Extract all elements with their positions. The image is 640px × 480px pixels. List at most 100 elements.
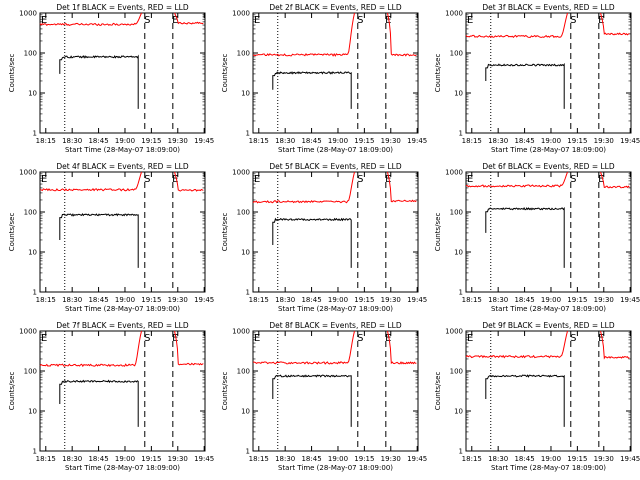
x-tick-label: 19:30: [381, 137, 401, 145]
lld-series-line-after: [600, 12, 630, 36]
events-series-line: [485, 374, 565, 427]
x-tick-label: 18:30: [488, 137, 508, 145]
marker-e: E: [41, 15, 47, 26]
y-tick-label: 100: [450, 209, 463, 217]
plot-frame: [39, 171, 206, 293]
y-tick-label: 100: [24, 209, 37, 217]
y-tick-label: 1: [246, 130, 250, 138]
marker-e: E: [598, 15, 604, 26]
marker-s: S: [144, 333, 150, 344]
panel-1: Det 1f BLACK = Events, RED = LLD 1 10 100 10…: [8, 3, 214, 154]
y-tick-label: 100: [24, 368, 37, 376]
panel-7: Det 7f BLACK = Events, RED = LLD 1 10 100 10…: [8, 321, 214, 472]
x-tick-label: 19:00: [541, 296, 561, 304]
x-tick-label: 18:45: [301, 455, 321, 463]
panel-5: Det 5f BLACK = Events, RED = LLD 1 10 100 10…: [221, 162, 427, 313]
x-tick-label: 18:30: [62, 296, 82, 304]
y-tick-label: 100: [237, 209, 250, 217]
panel-4: Det 4f BLACK = Events, RED = LLD 1 10 100 10…: [8, 162, 214, 313]
lld-series-line-after: [387, 12, 417, 57]
x-tick-label: 18:30: [62, 455, 82, 463]
x-tick-label: 19:30: [381, 296, 401, 304]
x-tick-label: 19:45: [620, 137, 640, 145]
x-axis-label: Start Time (28-May-07 18:09:00): [65, 464, 180, 472]
x-tick-label: 19:30: [594, 137, 614, 145]
x-axis-label: Start Time (28-May-07 18:09:00): [491, 464, 606, 472]
marker-s: S: [357, 15, 363, 26]
x-tick-label: 19:30: [594, 455, 614, 463]
plot-frame: [252, 171, 419, 293]
y-axis-label: Counts/sec: [221, 213, 229, 252]
y-tick-label: 10: [454, 408, 463, 416]
lld-series-line: [39, 12, 142, 27]
marker-e: E: [467, 174, 473, 185]
x-axis-label: Start Time (28-May-07 18:09:00): [65, 146, 180, 154]
x-tick-label: 18:45: [88, 455, 108, 463]
marker-e: E: [598, 174, 604, 185]
x-tick-label: 18:15: [249, 137, 269, 145]
y-tick-label: 10: [454, 90, 463, 98]
x-tick-label: 19:30: [168, 296, 188, 304]
y-axis-label: Counts/sec: [8, 213, 16, 252]
x-tick-label: 18:15: [462, 137, 482, 145]
y-tick-label: 1000: [232, 328, 250, 336]
marker-e: E: [467, 15, 473, 26]
y-tick-label: 10: [28, 249, 37, 257]
x-tick-label: 18:30: [275, 296, 295, 304]
y-tick-label: 100: [450, 368, 463, 376]
panel-title: Det 5f BLACK = Events, RED = LLD: [269, 162, 402, 171]
lld-series-line: [252, 171, 355, 204]
y-tick-label: 1: [33, 448, 37, 456]
y-tick-label: 10: [28, 408, 37, 416]
y-tick-label: 1: [246, 289, 250, 297]
events-series-line: [272, 71, 352, 109]
x-tick-label: 19:00: [328, 296, 348, 304]
x-tick-label: 18:45: [514, 296, 534, 304]
events-series-line: [59, 379, 139, 427]
lld-series-line-after: [387, 330, 417, 365]
x-tick-label: 19:45: [194, 455, 214, 463]
marker-e: E: [41, 333, 47, 344]
plot-frame: [39, 12, 206, 134]
lld-series-line: [466, 171, 568, 188]
marker-e: E: [172, 15, 178, 26]
panel-title: Det 3f BLACK = Events, RED = LLD: [482, 3, 615, 12]
x-tick-label: 19:45: [407, 455, 427, 463]
x-tick-label: 18:30: [62, 137, 82, 145]
panel-title: Det 4f BLACK = Events, RED = LLD: [56, 162, 189, 171]
y-tick-label: 1: [33, 289, 37, 297]
panel-title: Det 6f BLACK = Events, RED = LLD: [482, 162, 615, 171]
lld-series-line: [465, 12, 568, 39]
y-tick-label: 10: [241, 408, 250, 416]
plot-frame: [252, 330, 419, 452]
y-tick-label: 1000: [19, 169, 37, 177]
y-tick-label: 1: [459, 130, 463, 138]
x-tick-label: 19:45: [407, 137, 427, 145]
marker-e: E: [41, 174, 47, 185]
y-axis-label: Counts/sec: [434, 372, 442, 411]
y-tick-label: 1: [459, 289, 463, 297]
y-tick-label: 1000: [19, 10, 37, 18]
x-tick-label: 19:15: [567, 296, 587, 304]
y-axis-label: Counts/sec: [8, 372, 16, 411]
marker-e: E: [254, 333, 260, 344]
marker-s: S: [144, 174, 150, 185]
panel-3: Det 3f BLACK = Events, RED = LLD 1 10 100 10…: [434, 3, 640, 154]
x-tick-label: 19:15: [567, 137, 587, 145]
panel-9: Det 9f BLACK = Events, RED = LLD 1 10 100 10…: [434, 321, 640, 472]
y-tick-label: 100: [237, 368, 250, 376]
events-series-line: [59, 213, 139, 268]
y-tick-label: 10: [454, 249, 463, 257]
x-tick-label: 18:30: [275, 137, 295, 145]
panel-2: Det 2f BLACK = Events, RED = LLD 1 10 100 10…: [221, 3, 427, 154]
x-axis-label: Start Time (28-May-07 18:09:00): [491, 305, 606, 313]
marker-e: E: [467, 333, 473, 344]
y-tick-label: 10: [28, 90, 37, 98]
events-series-line: [59, 54, 139, 109]
x-axis-label: Start Time (28-May-07 18:09:00): [491, 146, 606, 154]
x-tick-label: 19:00: [541, 455, 561, 463]
events-series-line: [272, 374, 352, 427]
lld-series-line: [39, 330, 142, 368]
x-tick-label: 18:45: [514, 455, 534, 463]
marker-e: E: [172, 333, 178, 344]
